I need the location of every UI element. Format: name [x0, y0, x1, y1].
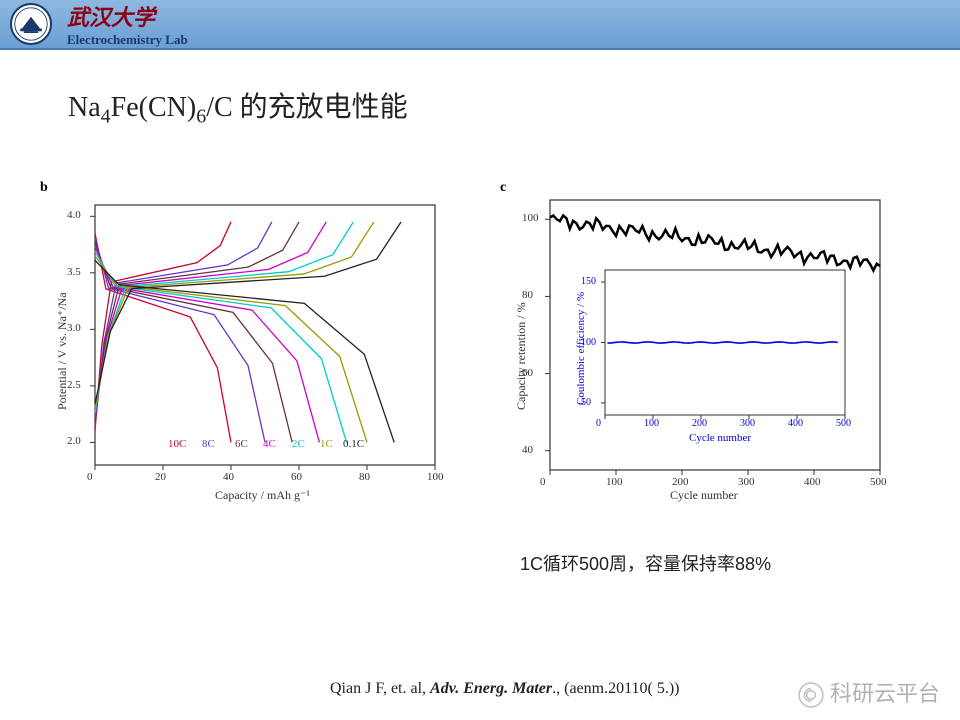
- chart-c-xtick: 400: [804, 476, 821, 488]
- result-caption: 1C循环500周，容量保持率88%: [520, 550, 771, 576]
- chart-b-svg: [40, 180, 460, 510]
- header-bar: 武汉大学 Electrochemistry Lab: [0, 0, 960, 50]
- inset-ylabel: Coulombic efficiency / %: [575, 292, 587, 405]
- chart-b-xtick: 60: [291, 471, 302, 483]
- chart-b-ytick: 4.0: [67, 209, 81, 221]
- chart-row: b Potential / V vs. Na⁺/Na Capacity / mA…: [40, 180, 920, 510]
- watermark: 科研云平台: [798, 676, 940, 708]
- university-name-block: 武汉大学 Electrochemistry Lab: [67, 0, 188, 48]
- chart-c-xtick: 100: [606, 476, 623, 488]
- rate-label: 0.1C: [343, 438, 364, 450]
- inset-xlabel: Cycle number: [689, 432, 751, 444]
- chart-b-ylabel: Potential / V vs. Na⁺/Na: [55, 292, 70, 410]
- university-name-cn: 武汉大学: [67, 0, 188, 32]
- panel-label-c: c: [500, 180, 506, 196]
- chart-b-ytick: 2.5: [67, 379, 81, 391]
- chart-b-xtick: 0: [87, 471, 93, 483]
- inset-xtick: 300: [740, 418, 755, 429]
- chart-b-ytick: 3.0: [67, 322, 81, 334]
- chart-c-xtick: 300: [738, 476, 755, 488]
- rate-label: 1C: [320, 438, 333, 450]
- chart-c-ytick: 80: [522, 289, 533, 301]
- chart-b-rate-capability: b Potential / V vs. Na⁺/Na Capacity / mA…: [40, 180, 460, 510]
- chart-c-ytick: 100: [522, 212, 539, 224]
- citation-line: Qian J F, et. al, Adv. Energ. Mater., (a…: [330, 680, 680, 698]
- chart-c-ytick: 40: [522, 444, 533, 456]
- chart-b-xtick: 80: [359, 471, 370, 483]
- chart-c-xlabel: Cycle number: [670, 488, 738, 503]
- chart-b-xtick: 20: [155, 471, 166, 483]
- chart-b-ytick: 2.0: [67, 435, 81, 447]
- rate-label: 4C: [263, 438, 276, 450]
- inset-ytick: 150: [581, 276, 596, 287]
- rate-label: 8C: [202, 438, 215, 450]
- panel-label-b: b: [40, 180, 48, 196]
- chart-c-xtick: 500: [870, 476, 887, 488]
- inset-xtick: 400: [788, 418, 803, 429]
- rate-label: 10C: [168, 438, 186, 450]
- lab-name-en: Electrochemistry Lab: [67, 32, 188, 48]
- chart-c-cycling: c Capacity retention / % Cycle number 0 1…: [500, 180, 900, 510]
- inset-xtick: 100: [644, 418, 659, 429]
- university-logo: [10, 3, 52, 45]
- chart-b-xlabel: Capacity / mAh g⁻¹: [215, 488, 310, 503]
- chart-c-ylabel: Capacity retention / %: [514, 302, 529, 410]
- chart-c-xtick: 0: [540, 476, 546, 488]
- chart-b-xtick: 40: [223, 471, 234, 483]
- rate-label: 2C: [292, 438, 305, 450]
- inset-xtick: 500: [836, 418, 851, 429]
- chart-c-xtick: 200: [672, 476, 689, 488]
- chart-c-svg: [500, 180, 900, 510]
- chart-b-xtick: 100: [427, 471, 444, 483]
- chart-b-ytick: 3.5: [67, 266, 81, 278]
- inset-xtick: 200: [692, 418, 707, 429]
- page-title: Na4Fe(CN)6/C 的充放电性能: [68, 85, 408, 129]
- chart-c-ytick: 60: [522, 367, 533, 379]
- inset-xtick: 0: [596, 418, 601, 429]
- rate-label: 6C: [235, 438, 248, 450]
